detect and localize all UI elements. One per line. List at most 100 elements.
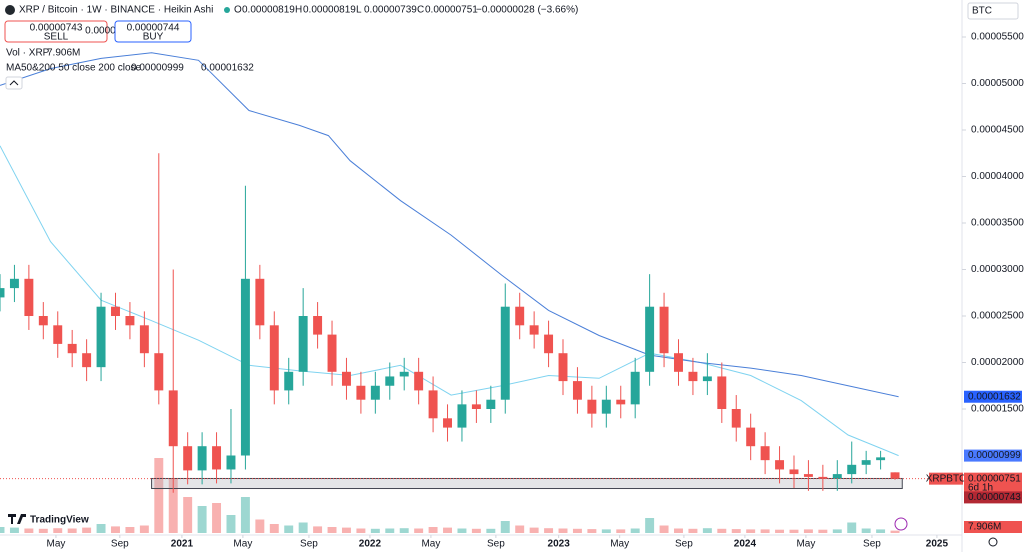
volume-bar xyxy=(544,528,554,533)
volume-bar xyxy=(775,529,785,533)
volume-bar xyxy=(197,506,207,533)
volume-bar xyxy=(385,528,395,533)
volume-bar xyxy=(82,527,92,533)
symbol-tag-label: XRPBTC xyxy=(926,473,967,484)
ohlc-value: 0.00000751 xyxy=(425,5,478,16)
candle-body xyxy=(428,390,438,419)
volume-bar xyxy=(0,527,5,533)
ma-value: 0.00001632 xyxy=(201,63,254,74)
ma-tag xyxy=(964,390,1022,403)
volume-bar xyxy=(717,528,727,533)
volume-bar xyxy=(356,528,366,533)
y-tick-label: 0.00005500 xyxy=(971,32,1024,43)
volume-bar xyxy=(154,458,164,533)
candle-body xyxy=(500,306,510,400)
volume-bar xyxy=(226,515,236,533)
volume-bar xyxy=(760,529,770,533)
buy-button[interactable] xyxy=(114,20,192,43)
volume-bar xyxy=(139,525,149,533)
candle-body xyxy=(515,306,525,326)
volume-bar xyxy=(659,525,669,533)
volume-bar xyxy=(399,528,409,533)
volume-bar xyxy=(313,526,323,533)
support-zone xyxy=(151,477,903,490)
volume-bar xyxy=(38,528,48,533)
collapse-button[interactable] xyxy=(5,76,23,90)
ma-tag-label: 0.00000999 xyxy=(968,450,1021,461)
candle-body xyxy=(313,316,323,335)
candle-body xyxy=(341,371,351,386)
volume-bar xyxy=(255,519,265,533)
volume-bar xyxy=(688,528,698,533)
candle-body xyxy=(399,371,409,377)
volume-bar xyxy=(587,529,597,533)
candle-body xyxy=(702,376,712,382)
x-tick-label: May xyxy=(46,539,65,550)
candle-body xyxy=(139,325,149,354)
currency-button[interactable] xyxy=(967,2,1019,20)
volume-bar xyxy=(746,529,756,533)
ma-tag xyxy=(964,449,1022,462)
candle-body xyxy=(154,353,164,391)
status-dot xyxy=(224,7,230,13)
bid-tag xyxy=(964,491,1022,504)
candle-body xyxy=(38,316,48,326)
candle-body xyxy=(183,446,193,471)
x-tick-label: May xyxy=(610,539,629,550)
price-tag-label: 0.00000751 xyxy=(968,473,1021,484)
y-tick-label: 0.00002000 xyxy=(971,357,1024,368)
settings-button[interactable] xyxy=(988,537,998,547)
sell-label: SELL xyxy=(44,32,69,43)
volume-bar xyxy=(67,528,77,533)
candle-body xyxy=(9,278,19,289)
candle-body xyxy=(818,476,828,479)
symbol-tag xyxy=(929,472,963,485)
x-tick-label: Sep xyxy=(300,539,318,550)
volume-bar xyxy=(486,528,496,533)
volume-bar xyxy=(53,528,63,533)
x-tick-label: Sep xyxy=(111,539,129,550)
y-tick-label: 0.00001500 xyxy=(971,404,1024,415)
x-tick-label: 2022 xyxy=(359,539,382,550)
volume-bar xyxy=(9,527,19,533)
candle-body xyxy=(0,288,5,298)
candle-body xyxy=(558,353,568,382)
sell-button[interactable] xyxy=(4,20,108,43)
volume-bar xyxy=(240,497,250,533)
candle-body xyxy=(111,306,120,317)
candle-body xyxy=(240,278,250,456)
candle-body xyxy=(645,306,655,372)
candle-body xyxy=(803,474,813,477)
volume-tag xyxy=(964,521,1022,533)
ohlc-key: L xyxy=(356,5,362,16)
flash-button[interactable] xyxy=(894,517,908,531)
candle-body xyxy=(298,316,308,372)
collapse-icon xyxy=(9,80,19,86)
x-tick-label: May xyxy=(421,539,440,550)
candle-body xyxy=(529,325,539,335)
volume-bar xyxy=(111,526,120,533)
volume-bar xyxy=(789,529,799,533)
volume-bar xyxy=(515,525,525,533)
change: −0.00000028 (−3.66%) xyxy=(476,5,578,16)
volume-bar xyxy=(529,527,539,533)
volume-bar xyxy=(414,528,424,533)
volume-bar xyxy=(428,527,438,533)
volume-bar xyxy=(572,528,582,533)
candle-body xyxy=(731,409,741,428)
candle-body xyxy=(572,381,582,400)
volume-bar xyxy=(298,522,308,533)
sell-price: 0.00000743 xyxy=(30,23,83,34)
candle-body xyxy=(67,343,77,354)
candle-body xyxy=(746,427,756,447)
volume-bar xyxy=(645,518,655,533)
volume-bar xyxy=(370,528,380,533)
candle-body xyxy=(226,455,236,470)
volume-bar xyxy=(616,529,626,533)
candle-body xyxy=(789,469,799,475)
volume-bar xyxy=(96,524,106,533)
volume-bar xyxy=(471,528,481,533)
volume-bar xyxy=(861,528,871,533)
x-tick-label: May xyxy=(233,539,252,550)
